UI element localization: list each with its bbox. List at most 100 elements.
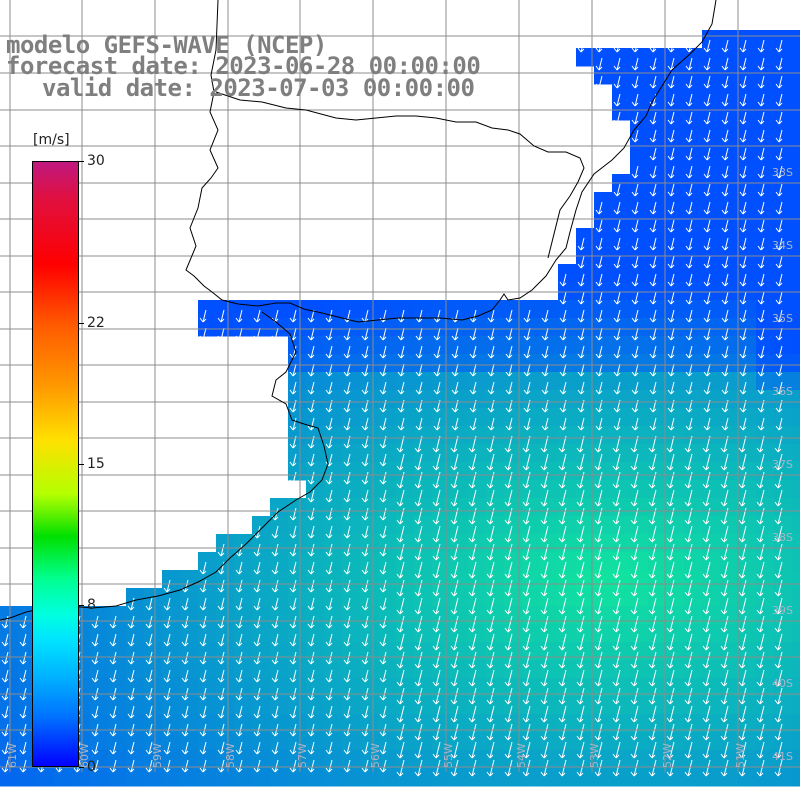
wind-arrow [649, 363, 657, 377]
wind-arrow [685, 219, 693, 233]
wind-arrow [415, 381, 423, 395]
wind-arrow [414, 543, 423, 561]
wind-arrow [127, 741, 135, 755]
wind-arrow [648, 633, 657, 651]
wind-arrow [163, 633, 171, 647]
wind-cell [396, 750, 415, 769]
wind-cell [594, 336, 613, 355]
wind-arrow [721, 183, 729, 197]
wind-arrow [307, 453, 315, 467]
wind-arrow [558, 705, 567, 723]
wind-arrow [235, 759, 243, 773]
wind-cell [450, 624, 469, 643]
wind-arrow [379, 417, 387, 431]
wind-cell [342, 516, 361, 535]
wind-cell [648, 102, 667, 121]
wind-arrow [307, 345, 315, 359]
wind-arrow [667, 201, 675, 215]
wind-cell [540, 696, 559, 715]
wind-arrow [613, 309, 621, 323]
wind-arrow [684, 597, 693, 615]
wind-arrow [630, 759, 639, 777]
wind-arrow [163, 705, 171, 719]
wind-cell [594, 354, 613, 373]
wind-cell [702, 570, 721, 589]
wind-cell [252, 588, 271, 607]
wind-arrow [612, 597, 621, 615]
wind-cell [396, 588, 415, 607]
wind-arrow [702, 741, 711, 759]
wind-cell [342, 462, 361, 481]
wind-cell [288, 768, 307, 787]
wind-cell [630, 498, 649, 517]
wind-cell [342, 588, 361, 607]
wind-cell [126, 732, 145, 751]
wind-cell [792, 462, 800, 481]
wind-cell [612, 84, 631, 103]
wind-cell [684, 390, 703, 409]
wind-cell [792, 732, 800, 751]
wind-arrow [307, 471, 315, 485]
wind-arrow [361, 597, 369, 611]
wind-cell [612, 624, 631, 643]
wind-arrow [397, 309, 405, 323]
wind-cell [378, 354, 397, 373]
wind-cell [396, 390, 415, 409]
wind-cell [594, 588, 613, 607]
wind-cell [0, 624, 19, 643]
wind-cell [234, 534, 253, 553]
wind-cell [630, 372, 649, 391]
wind-cell [720, 102, 739, 121]
wind-cell [594, 606, 613, 625]
wind-arrow [199, 669, 207, 683]
wind-cell [90, 768, 109, 787]
wind-arrow [757, 75, 765, 89]
wind-cell [360, 534, 379, 553]
wind-cell [324, 588, 343, 607]
wind-arrow [361, 615, 369, 629]
wind-arrow [721, 201, 729, 215]
wind-arrow [181, 633, 189, 647]
wind-cell [396, 498, 415, 517]
wind-arrow [757, 417, 765, 431]
wind-arrow [558, 561, 567, 579]
wind-cell [522, 390, 541, 409]
wind-arrow [739, 309, 747, 323]
wind-cell [702, 246, 721, 265]
wind-cell [666, 336, 685, 355]
wind-cell [594, 444, 613, 463]
coastline-north [215, 91, 585, 259]
wind-cell [162, 624, 181, 643]
wind-arrow [432, 579, 441, 597]
wind-arrow [649, 381, 657, 395]
wind-arrow [145, 669, 153, 683]
wind-arrow [504, 489, 513, 507]
wind-arrow [343, 471, 351, 485]
wind-cell [648, 642, 667, 661]
wind-cell [396, 534, 415, 553]
wind-cell [540, 606, 559, 625]
wind-cell [90, 606, 109, 625]
wind-cell [306, 588, 325, 607]
wind-arrow [756, 597, 765, 615]
wind-cell [630, 228, 649, 247]
wind-arrow [775, 345, 783, 359]
wind-cell [756, 282, 775, 301]
wind-cell [720, 660, 739, 679]
wind-arrow [720, 561, 729, 579]
wind-cell [360, 408, 379, 427]
wind-arrow [630, 669, 639, 687]
latitude-label: 39S [772, 604, 793, 617]
wind-arrow [631, 183, 639, 197]
wind-arrow [522, 453, 531, 471]
wind-arrow [109, 633, 117, 647]
wind-arrow [325, 309, 333, 323]
wind-arrow [181, 651, 189, 665]
wind-arrow [738, 741, 747, 759]
wind-arrow [577, 327, 585, 341]
wind-cell [720, 426, 739, 445]
wind-arrow [325, 615, 333, 629]
wind-arrow [433, 381, 441, 395]
wind-cell [360, 300, 379, 319]
wind-arrow [756, 435, 765, 453]
